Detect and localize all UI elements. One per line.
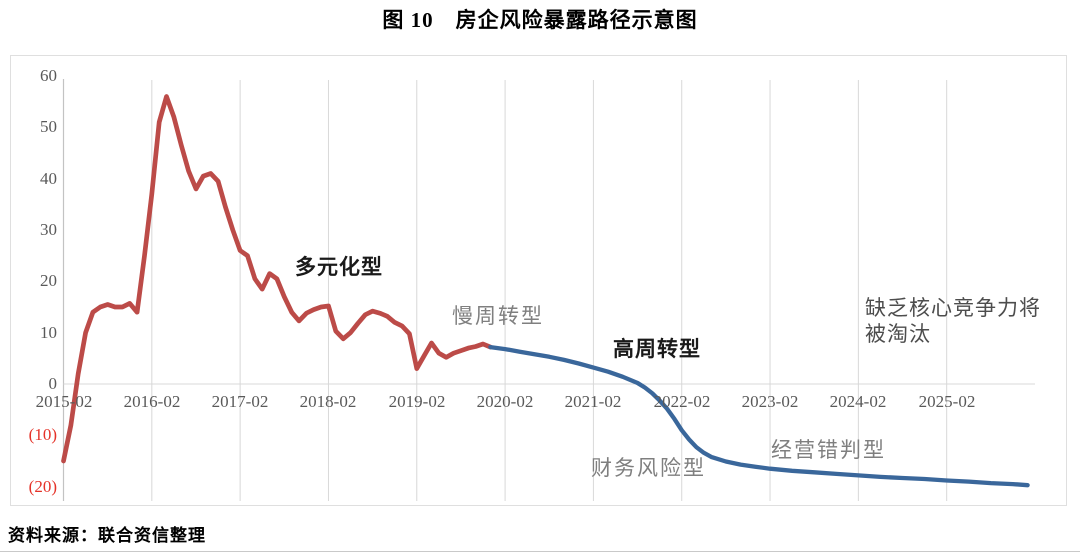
x-tick-label: 2018-02 bbox=[299, 392, 357, 411]
y-tick-label: 0 bbox=[48, 374, 58, 393]
chart-title: 图 10 房企风险暴露路径示意图 bbox=[382, 8, 698, 32]
y-tick-label: (20) bbox=[28, 477, 57, 496]
bottom-divider bbox=[0, 551, 1080, 552]
x-tick-label: 2021-02 bbox=[564, 392, 622, 411]
chart-annotation-duo-yuan-hua-xing: 多元化型 bbox=[295, 254, 383, 280]
y-tick-label: 50 bbox=[40, 117, 57, 136]
annotation-line: 慢周转型 bbox=[452, 304, 544, 328]
annotation-line: 财务风险型 bbox=[591, 456, 706, 480]
y-tick-label: 40 bbox=[40, 169, 57, 188]
annotation-line: 被淘汰 bbox=[865, 322, 931, 346]
x-tick-label: 2016-02 bbox=[123, 392, 181, 411]
line-chart-plot bbox=[61, 79, 1035, 501]
chart-annotation-gao-zhou-zhuan-xing: 高周转型 bbox=[613, 336, 701, 362]
x-tick-label: 2017-02 bbox=[211, 392, 269, 411]
chart-frame: 60 50 40 30 20 10 0 (10) (20) 2015-02 2016-02 2017… bbox=[10, 55, 1067, 506]
chart-annotation-cai-wu-feng-xian-xing: 财务风险型 bbox=[591, 455, 706, 481]
x-tick-label: 2015-02 bbox=[35, 392, 93, 411]
annotation-line: 高周转型 bbox=[613, 337, 701, 361]
y-tick-label: (10) bbox=[28, 425, 57, 444]
y-tick-label: 60 bbox=[40, 66, 57, 85]
y-tick-label: 10 bbox=[40, 323, 57, 342]
x-tick-label: 2019-02 bbox=[388, 392, 446, 411]
annotation-line: 经营错判型 bbox=[771, 438, 886, 462]
x-tick-label: 2022-02 bbox=[653, 392, 711, 411]
x-tick-label: 2025-02 bbox=[918, 392, 976, 411]
red-series-line bbox=[61, 94, 493, 464]
y-tick-label: 30 bbox=[40, 220, 57, 239]
chart-annotation-man-zhou-zhuan-xing: 慢周转型 bbox=[452, 303, 544, 329]
source-note: 资料来源：联合资信整理 bbox=[8, 526, 206, 545]
x-tick-label: 2023-02 bbox=[741, 392, 799, 411]
x-tick-label: 2024-02 bbox=[829, 392, 887, 411]
blue-series-line bbox=[488, 344, 1030, 488]
x-tick-label: 2020-02 bbox=[476, 392, 534, 411]
annotation-line: 多元化型 bbox=[295, 255, 383, 279]
chart-annotation-jing-ying-cuo-pan-xing: 经营错判型 bbox=[771, 437, 886, 463]
y-tick-label: 20 bbox=[40, 271, 57, 290]
chart-annotation-que-fa-jing-zheng-li: 缺乏核心竞争力将 被淘汰 bbox=[865, 295, 1041, 347]
annotation-line: 缺乏核心竞争力将 bbox=[865, 296, 1041, 320]
